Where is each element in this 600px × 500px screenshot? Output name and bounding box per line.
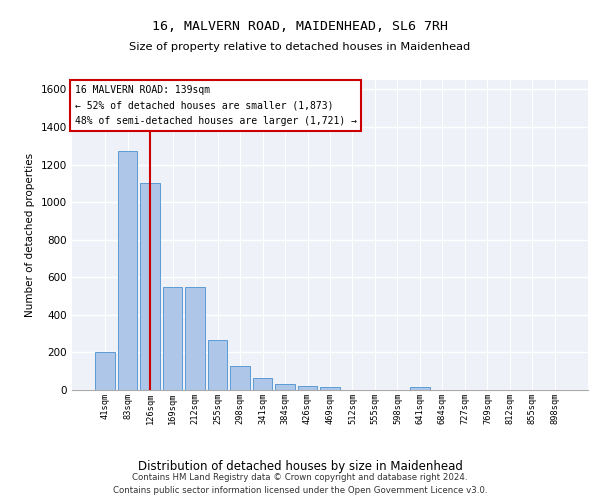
Text: Size of property relative to detached houses in Maidenhead: Size of property relative to detached ho… xyxy=(130,42,470,52)
Bar xyxy=(208,340,227,390)
Bar xyxy=(140,184,160,390)
Text: 16, MALVERN ROAD, MAIDENHEAD, SL6 7RH: 16, MALVERN ROAD, MAIDENHEAD, SL6 7RH xyxy=(152,20,448,32)
Text: 16 MALVERN ROAD: 139sqm
← 52% of detached houses are smaller (1,873)
48% of semi: 16 MALVERN ROAD: 139sqm ← 52% of detache… xyxy=(74,84,356,126)
Bar xyxy=(320,387,340,390)
Y-axis label: Number of detached properties: Number of detached properties xyxy=(25,153,35,317)
Text: Distribution of detached houses by size in Maidenhead: Distribution of detached houses by size … xyxy=(137,460,463,473)
Bar xyxy=(275,384,295,390)
Text: Contains HM Land Registry data © Crown copyright and database right 2024.: Contains HM Land Registry data © Crown c… xyxy=(132,472,468,482)
Bar xyxy=(163,286,182,390)
Bar xyxy=(298,386,317,390)
Bar xyxy=(185,286,205,390)
Bar xyxy=(253,378,272,390)
Bar xyxy=(230,366,250,390)
Bar xyxy=(95,352,115,390)
Bar xyxy=(410,387,430,390)
Bar xyxy=(118,152,137,390)
Text: Contains public sector information licensed under the Open Government Licence v3: Contains public sector information licen… xyxy=(113,486,487,495)
